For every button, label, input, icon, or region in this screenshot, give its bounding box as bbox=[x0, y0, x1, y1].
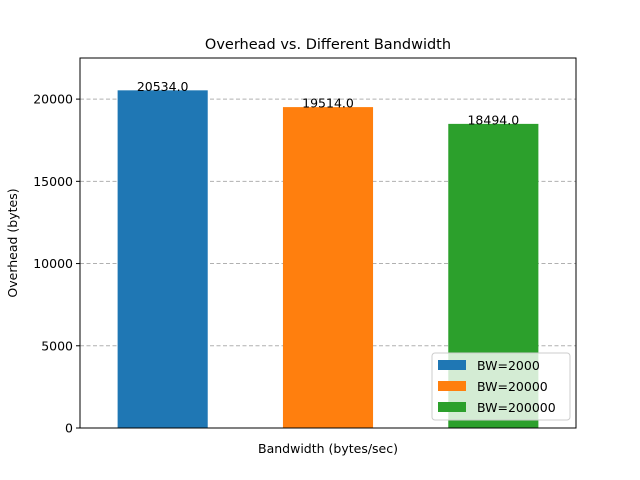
legend-box bbox=[431, 352, 571, 421]
y-tick-label: 0 bbox=[65, 421, 73, 436]
bar-bw-2000 bbox=[117, 90, 208, 429]
x-axis-label: Bandwidth (bytes/sec) bbox=[258, 441, 398, 456]
bar-bw-20000 bbox=[282, 107, 374, 428]
bar-value-label: 18494.0 bbox=[467, 112, 519, 127]
legend-swatch bbox=[438, 381, 466, 391]
y-tick-label: 20000 bbox=[33, 92, 73, 107]
y-tick-label: 15000 bbox=[33, 174, 73, 189]
chart-title: Overhead vs. Different Bandwidth bbox=[205, 37, 451, 53]
legend-label: BW=20000 bbox=[477, 379, 548, 394]
y-tick-label: 10000 bbox=[33, 256, 73, 271]
bar-value-label: 19514.0 bbox=[302, 96, 354, 111]
legend-label: BW=200000 bbox=[477, 400, 556, 415]
bar-value-labels: 20534.0 19514.0 18494.0 bbox=[137, 79, 519, 128]
legend: BW=2000 BW=20000 BW=200000 bbox=[431, 352, 571, 421]
legend-swatch bbox=[438, 402, 466, 412]
bar-value-label: 20534.0 bbox=[137, 79, 189, 94]
plot-frame bbox=[79, 57, 577, 429]
legend-swatch bbox=[438, 360, 466, 370]
legend-label: BW=2000 bbox=[477, 358, 540, 373]
y-tick-label: 5000 bbox=[41, 338, 73, 353]
y-axis-label: Overhead (bytes) bbox=[5, 188, 20, 297]
y-axis-ticks: 0 5000 10000 15000 20000 bbox=[33, 92, 80, 436]
